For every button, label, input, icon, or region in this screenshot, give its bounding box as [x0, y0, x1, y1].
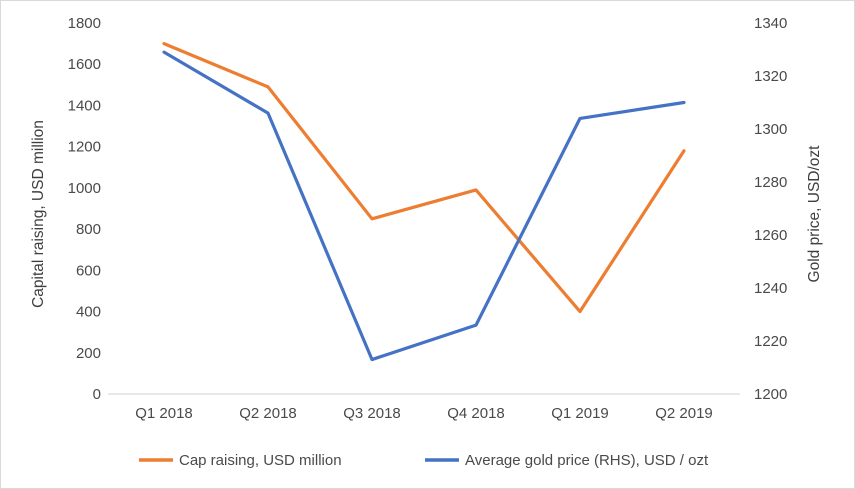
svg-text:1200: 1200	[68, 139, 101, 156]
svg-text:1400: 1400	[68, 97, 101, 114]
svg-text:600: 600	[76, 262, 101, 279]
svg-text:1280: 1280	[754, 174, 787, 191]
svg-text:Q1 2019: Q1 2019	[551, 405, 609, 422]
svg-text:1260: 1260	[754, 227, 787, 244]
svg-text:1600: 1600	[68, 56, 101, 73]
svg-text:1300: 1300	[754, 121, 787, 138]
svg-text:1240: 1240	[754, 280, 787, 297]
svg-text:1320: 1320	[754, 68, 787, 85]
svg-text:1000: 1000	[68, 180, 101, 197]
left-axis-tick-labels: 0 200 400 600 800 1000 1200 1400 1600 1800	[68, 15, 101, 403]
svg-text:800: 800	[76, 221, 101, 238]
right-axis-tick-labels: 1200 1220 1240 1260 1280 1300 1320 1340	[754, 15, 787, 403]
x-axis-tick-labels: Q1 2018 Q2 2018 Q3 2018 Q4 2018 Q1 2019 Q2 20…	[135, 405, 713, 422]
legend-label-cap-raising: Cap raising, USD million	[179, 452, 342, 469]
svg-text:1220: 1220	[754, 333, 787, 350]
svg-text:200: 200	[76, 345, 101, 362]
svg-text:Q3 2018: Q3 2018	[343, 405, 401, 422]
legend-item-gold-price: Average gold price (RHS), USD / ozt	[425, 452, 709, 469]
svg-text:1340: 1340	[754, 15, 787, 32]
right-axis-title: Gold price, USD/ozt	[806, 145, 823, 283]
svg-text:1200: 1200	[754, 386, 787, 403]
series-lines	[162, 42, 686, 362]
left-axis-title: Capital raising, USD million	[30, 120, 47, 308]
legend: Cap raising, USD million Average gold pr…	[139, 452, 709, 469]
svg-text:0: 0	[93, 386, 101, 403]
svg-text:Q2 2018: Q2 2018	[239, 405, 297, 422]
svg-text:400: 400	[76, 304, 101, 321]
svg-text:Q2 2019: Q2 2019	[655, 405, 713, 422]
legend-label-gold-price: Average gold price (RHS), USD / ozt	[465, 452, 709, 469]
svg-text:Q4 2018: Q4 2018	[447, 405, 505, 422]
svg-text:Q1 2018: Q1 2018	[135, 405, 193, 422]
legend-item-cap-raising: Cap raising, USD million	[139, 452, 342, 469]
svg-text:1800: 1800	[68, 15, 101, 32]
